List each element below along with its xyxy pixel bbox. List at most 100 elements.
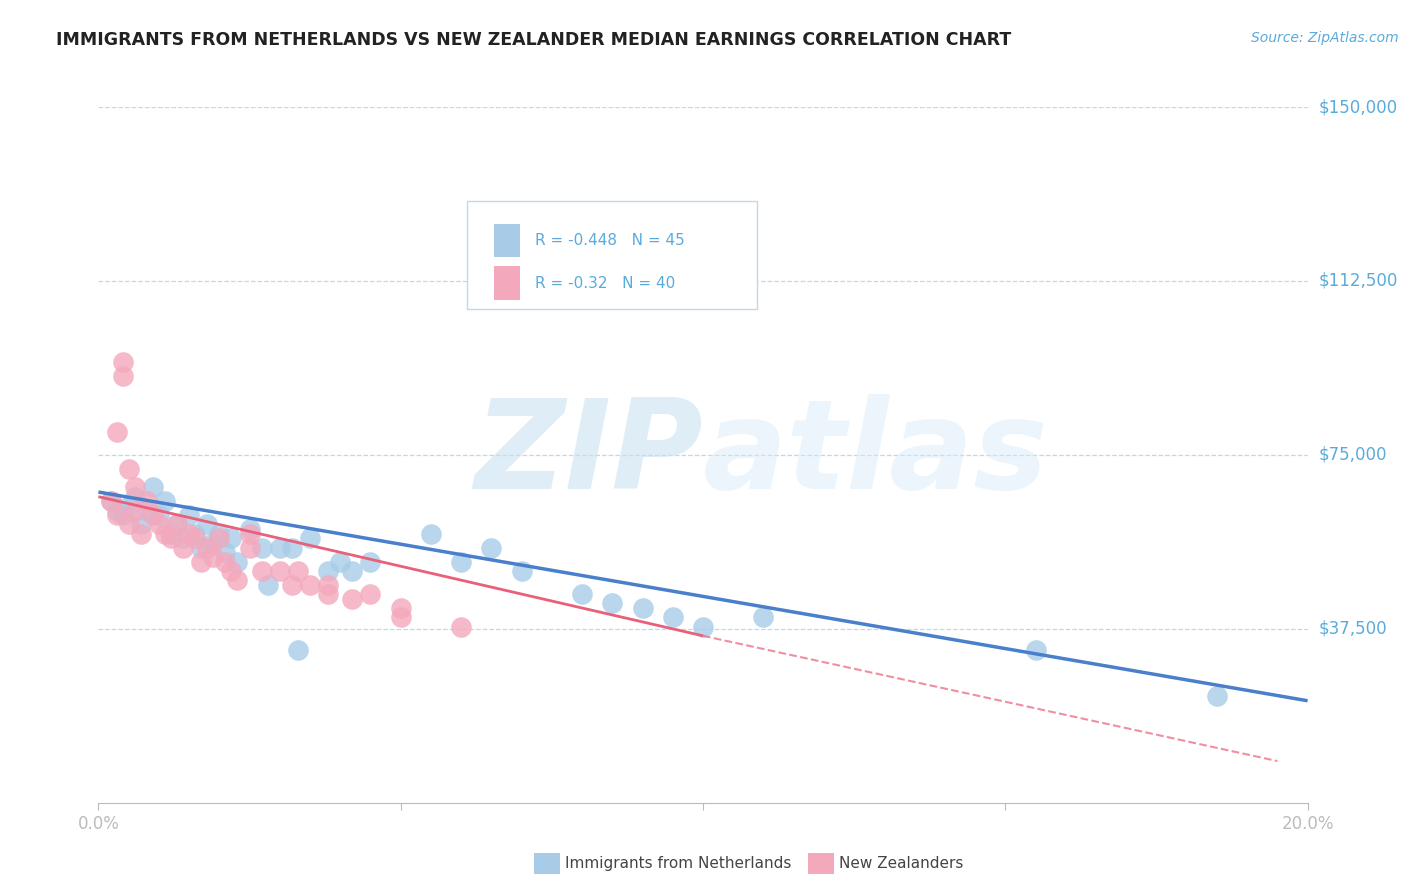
Point: [571, 587, 593, 601]
Point: [602, 596, 624, 610]
Point: [239, 541, 262, 555]
Point: [124, 490, 146, 504]
Point: [166, 517, 188, 532]
Text: $112,500: $112,500: [1319, 272, 1398, 290]
Text: Immigrants from Netherlands: Immigrants from Netherlands: [565, 856, 792, 871]
Point: [177, 526, 201, 541]
Point: [287, 564, 309, 578]
Point: [631, 601, 654, 615]
Point: [389, 601, 412, 615]
Text: Source: ZipAtlas.com: Source: ZipAtlas.com: [1251, 31, 1399, 45]
Point: [329, 555, 352, 569]
Point: [184, 532, 207, 546]
Point: [221, 564, 243, 578]
Point: [202, 549, 225, 564]
Point: [1024, 642, 1046, 657]
Point: [661, 610, 683, 624]
Point: [239, 526, 262, 541]
Point: [153, 494, 176, 508]
FancyBboxPatch shape: [494, 267, 520, 300]
Point: [195, 517, 218, 532]
FancyBboxPatch shape: [494, 224, 520, 258]
Point: [214, 545, 236, 559]
Point: [250, 541, 273, 555]
Point: [105, 503, 128, 517]
Point: [281, 578, 304, 592]
Point: [752, 610, 775, 624]
Point: [142, 508, 165, 523]
Text: ZIP: ZIP: [474, 394, 703, 516]
Point: [226, 555, 249, 569]
Point: [450, 555, 472, 569]
Point: [129, 526, 152, 541]
Point: [124, 480, 146, 494]
Point: [269, 541, 291, 555]
Text: R = -0.32   N = 40: R = -0.32 N = 40: [534, 276, 675, 291]
Text: $75,000: $75,000: [1319, 446, 1388, 464]
Point: [124, 503, 146, 517]
Point: [118, 499, 141, 513]
Point: [118, 517, 141, 532]
Point: [360, 555, 382, 569]
Point: [281, 541, 304, 555]
Point: [105, 425, 128, 439]
FancyBboxPatch shape: [467, 201, 758, 309]
Point: [389, 610, 412, 624]
Point: [419, 526, 441, 541]
Point: [202, 536, 225, 550]
Point: [299, 578, 322, 592]
Point: [250, 564, 273, 578]
Point: [190, 555, 212, 569]
Point: [208, 526, 231, 541]
Point: [269, 564, 291, 578]
Point: [287, 642, 309, 657]
Point: [166, 517, 188, 532]
Point: [135, 494, 157, 508]
Point: [111, 508, 134, 523]
Point: [148, 517, 170, 532]
Point: [342, 591, 364, 606]
Point: [316, 564, 339, 578]
Point: [208, 532, 231, 546]
Point: [148, 508, 170, 523]
Point: [299, 532, 322, 546]
Point: [226, 573, 249, 587]
Point: [100, 494, 122, 508]
Point: [111, 369, 134, 384]
Point: [692, 619, 714, 633]
Point: [342, 564, 364, 578]
Point: [190, 541, 212, 555]
Point: [214, 555, 236, 569]
Text: $37,500: $37,500: [1319, 620, 1388, 638]
Text: $150,000: $150,000: [1319, 98, 1398, 116]
Point: [221, 532, 243, 546]
Text: IMMIGRANTS FROM NETHERLANDS VS NEW ZEALANDER MEDIAN EARNINGS CORRELATION CHART: IMMIGRANTS FROM NETHERLANDS VS NEW ZEALA…: [56, 31, 1011, 49]
Text: atlas: atlas: [703, 394, 1049, 516]
Point: [184, 526, 207, 541]
Point: [172, 532, 194, 546]
Point: [481, 541, 503, 555]
Point: [153, 526, 176, 541]
Point: [129, 517, 152, 532]
Point: [360, 587, 382, 601]
Point: [195, 541, 218, 555]
Point: [160, 526, 183, 541]
Point: [450, 619, 472, 633]
Point: [142, 480, 165, 494]
Text: New Zealanders: New Zealanders: [839, 856, 963, 871]
Point: [316, 587, 339, 601]
Point: [316, 578, 339, 592]
Text: R = -0.448   N = 45: R = -0.448 N = 45: [534, 234, 685, 248]
Point: [172, 541, 194, 555]
Point: [239, 522, 262, 536]
Point: [160, 532, 183, 546]
Point: [135, 503, 157, 517]
Point: [111, 355, 134, 369]
Point: [177, 508, 201, 523]
Point: [100, 494, 122, 508]
Point: [105, 508, 128, 523]
Point: [118, 462, 141, 476]
Point: [510, 564, 533, 578]
Point: [1206, 689, 1229, 703]
Point: [256, 578, 278, 592]
